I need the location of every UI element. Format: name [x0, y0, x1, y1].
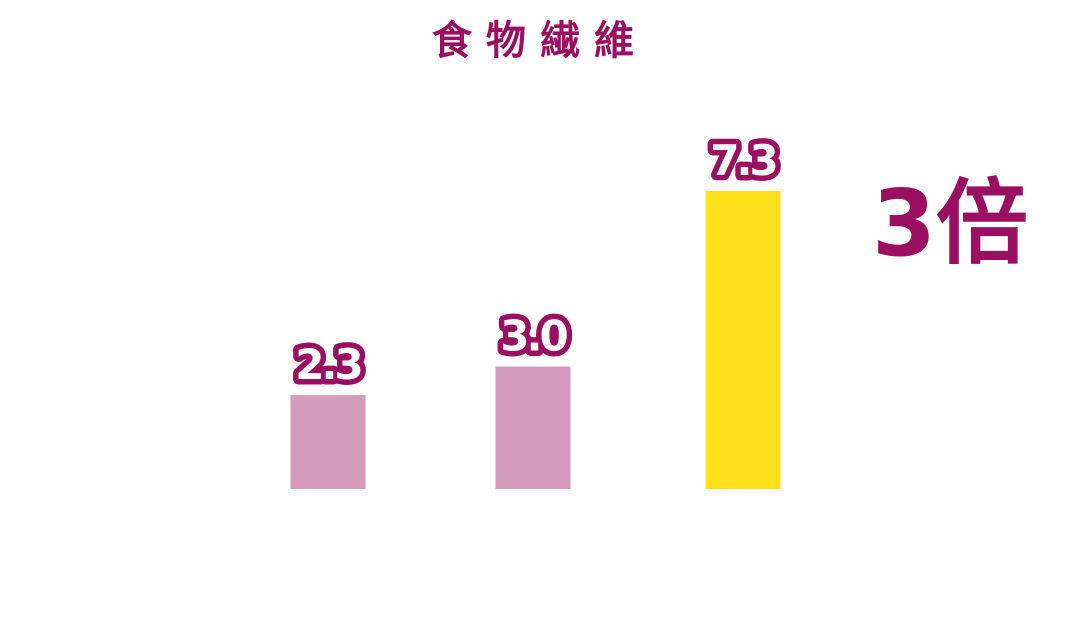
chart-title: 食物繊維: [432, 18, 648, 64]
bar-3: [705, 191, 781, 489]
bar-2: [495, 366, 571, 489]
ratio-callout: 3倍: [872, 170, 1029, 277]
bar-value-label-2: 3.0: [500, 312, 567, 361]
bar-value-label-3: 7.3: [710, 136, 775, 185]
bar-1: [290, 395, 366, 489]
bar-value-label-1: 2.3: [295, 340, 360, 389]
